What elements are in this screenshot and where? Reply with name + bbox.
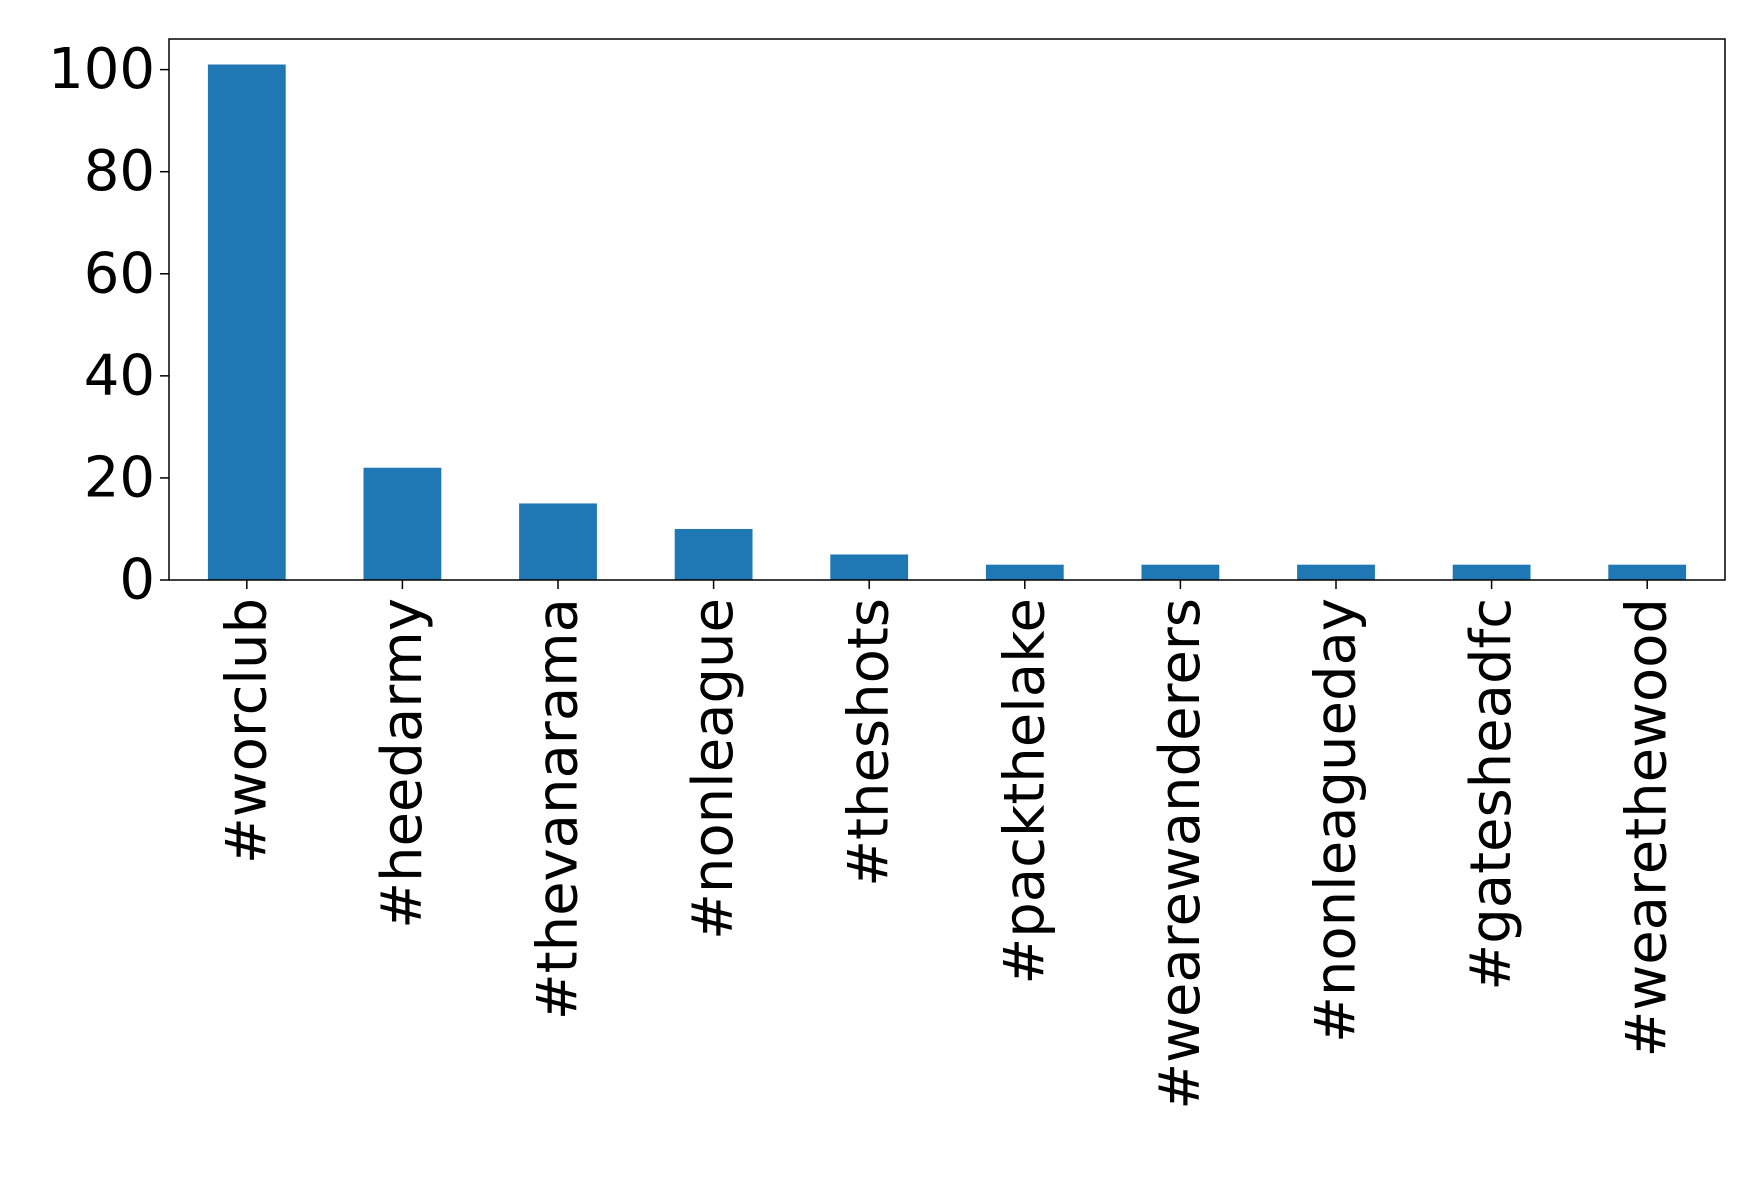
bar-thevanarama: [519, 503, 597, 580]
x-tick-label: #gatesheadfc: [1459, 598, 1524, 991]
x-tick-label: #nonleagueday: [1304, 598, 1369, 1043]
y-axis: 0 20 40 60 80 100: [48, 37, 169, 613]
x-axis: #worclub #heedarmy #thevanarama #nonleague #…: [214, 580, 1680, 1110]
bars-layer: [207, 64, 1687, 581]
bar-packthelake: [985, 564, 1064, 580]
y-tick-label: 100: [48, 37, 155, 102]
bar-wearethewood: [1608, 564, 1687, 580]
bar-wearewanderers: [1141, 564, 1220, 580]
x-tick-label: #nonleague: [681, 598, 746, 940]
x-tick-label: #worclub: [214, 598, 279, 864]
bar-nonleagueday: [1297, 564, 1375, 580]
x-tick-label: #wearewanderers: [1148, 598, 1213, 1110]
x-tick-label: #packthelake: [992, 598, 1057, 985]
bar-gatesheadfc: [1452, 564, 1531, 580]
x-tick-label: #heedarmy: [370, 598, 435, 929]
bar-worclub: [207, 64, 286, 581]
plot-frame: [168, 38, 1726, 581]
x-tick-label: #thevanarama: [526, 598, 591, 1020]
y-tick-label: 0: [119, 548, 155, 613]
y-tick-label: 20: [84, 445, 155, 510]
bar-nonleague: [674, 528, 753, 580]
x-tick-label: #wearethewood: [1615, 598, 1680, 1058]
y-tick-label: 60: [84, 241, 155, 306]
x-tick-label: #theshots: [837, 598, 902, 887]
y-tick-label: 80: [84, 139, 155, 204]
bar-heedarmy: [363, 467, 442, 580]
y-tick-label: 40: [84, 343, 155, 408]
bar-theshots: [830, 554, 909, 580]
